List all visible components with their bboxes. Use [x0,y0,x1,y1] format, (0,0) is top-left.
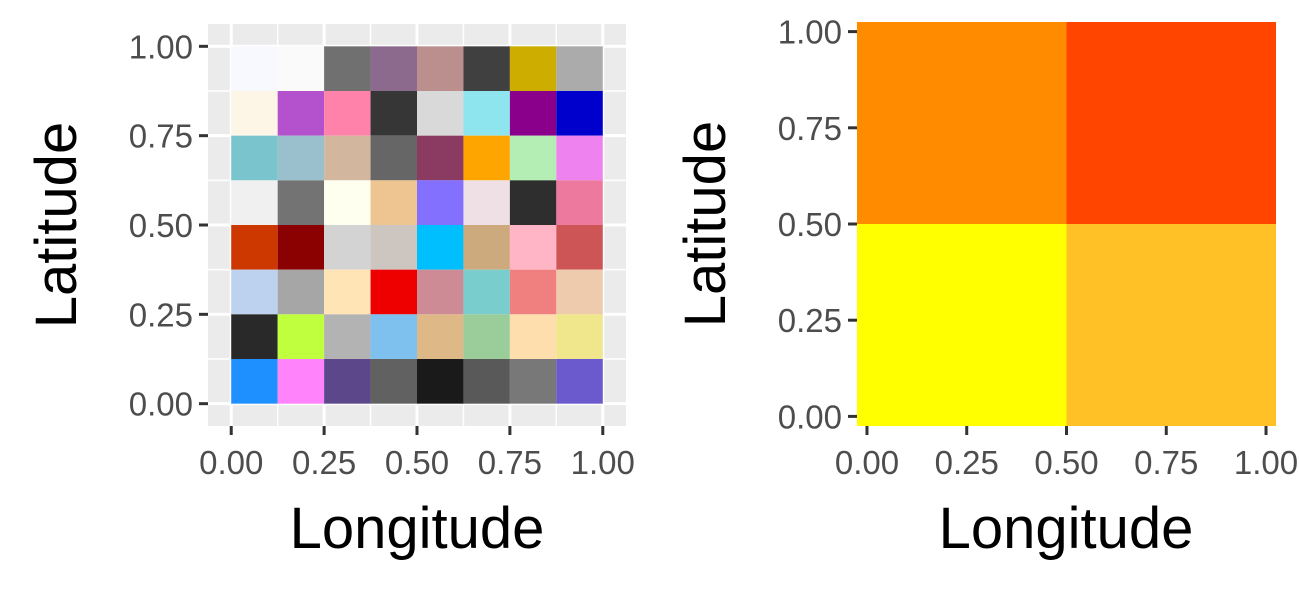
heatmap-cell [556,225,603,270]
y-tick-label: 1.00 [778,14,842,51]
heatmap-cell [509,359,557,404]
x-tick-label: 0.00 [835,444,899,481]
heatmap-cell [463,46,510,91]
heatmap-cell [370,269,417,315]
heatmap-cell [324,91,371,136]
heatmap-cell [556,180,603,225]
x-axis-title: Longitude [290,496,545,561]
y-axis-title: Latitude [673,121,738,327]
x-tick-label: 0.00 [199,444,263,481]
heatmap-cell [277,314,325,359]
heatmap-cell [509,314,557,359]
panel-1: 0.00 0.25 0.50 0.75 1.00 0.00 0.25 0.50 0.75 1.00… [24,24,635,561]
y-tick-label: 1.00 [129,28,193,65]
heatmap-cell [231,180,278,225]
heatmap-cell [556,46,603,91]
heatmap-cell [1066,22,1276,224]
heatmap-cell [370,135,417,181]
y-tick-label: 0.50 [778,206,842,243]
heatmap-cell [417,180,464,225]
heatmap-cell [370,91,417,136]
heatmap-cell [417,269,464,315]
panel-2: 0.00 0.25 0.50 0.75 1.00 0.00 0.25 0.50 0.75 1.00… [673,14,1298,561]
heatmap-cell [370,180,417,225]
heatmap-cell [324,180,371,225]
heatmap-cell [277,269,325,315]
heatmap-cell [324,135,371,181]
heatmap-cell [231,269,278,315]
heatmap-cell [509,135,557,181]
heatmap-cell [370,225,417,270]
heatmap-cell [277,180,325,225]
heatmap-cell [324,359,371,404]
heatmap-cell [417,46,464,91]
heatmap-cell [324,225,371,270]
heatmap-cell [556,314,603,359]
heatmap-cell [417,359,464,404]
heatmap-cell [463,91,510,136]
heatmap-cell [509,180,557,225]
heatmap-cell [231,46,278,91]
heatmap-cell [463,180,510,225]
heatmap-cell [417,135,464,181]
y-tick-label: 0.75 [778,110,842,147]
x-tick-label: 0.75 [478,444,542,481]
heatmap-cell [324,314,371,359]
y-tick-label: 0.00 [778,398,842,435]
heatmap-cell [324,269,371,315]
heatmap-cell [463,225,510,270]
x-tick-label: 1.00 [1234,444,1298,481]
x-axis-title: Longitude [939,496,1194,561]
x-tick-label: 0.50 [385,444,449,481]
heatmap-cell [463,135,510,181]
heatmap-cell [277,225,325,270]
heatmap-cell [857,22,1067,224]
heatmap-cell [231,225,278,270]
heatmap-cell [277,91,325,136]
y-tick-label: 0.25 [778,302,842,339]
heatmap-cell [556,91,603,136]
y-tick-label: 0.00 [129,386,193,423]
heatmap-cell [231,135,278,181]
heatmap-cell [1066,224,1276,426]
heatmap-cell [509,269,557,315]
y-axis-title: Latitude [24,122,89,328]
heatmap-cell [417,91,464,136]
x-tick-label: 0.75 [1134,444,1198,481]
heatmap-cell [370,359,417,404]
heatmap-cell [463,314,510,359]
heatmap-cell [556,359,603,404]
y-tick-label: 0.50 [129,207,193,244]
y-tick-label: 0.25 [129,296,193,333]
heatmap-cell [463,269,510,315]
heatmap-cell [231,359,278,404]
heatmap-cell [231,314,278,359]
x-tick-label: 0.25 [292,444,356,481]
heatmap-cell [509,46,557,91]
heatmap-cell [231,91,278,136]
heatmap-cell [277,135,325,181]
heatmap-cell [277,46,325,91]
heatmap-cell [277,359,325,404]
heatmap-cell [509,91,557,136]
x-tick-label: 1.00 [571,444,635,481]
heatmap-cell [370,46,417,91]
heatmap-cell [417,225,464,270]
heatmap-cell [370,314,417,359]
x-tick-label: 0.25 [935,444,999,481]
heatmap-cell [556,269,603,315]
heatmap-cell [509,225,557,270]
heatmap-cell [463,359,510,404]
x-tick-label: 0.50 [1034,444,1098,481]
heatmap-cell [556,135,603,181]
heatmap-cell [417,314,464,359]
heatmap-cell [324,46,371,91]
y-tick-label: 0.75 [129,118,193,155]
heatmap-cell [857,224,1067,426]
